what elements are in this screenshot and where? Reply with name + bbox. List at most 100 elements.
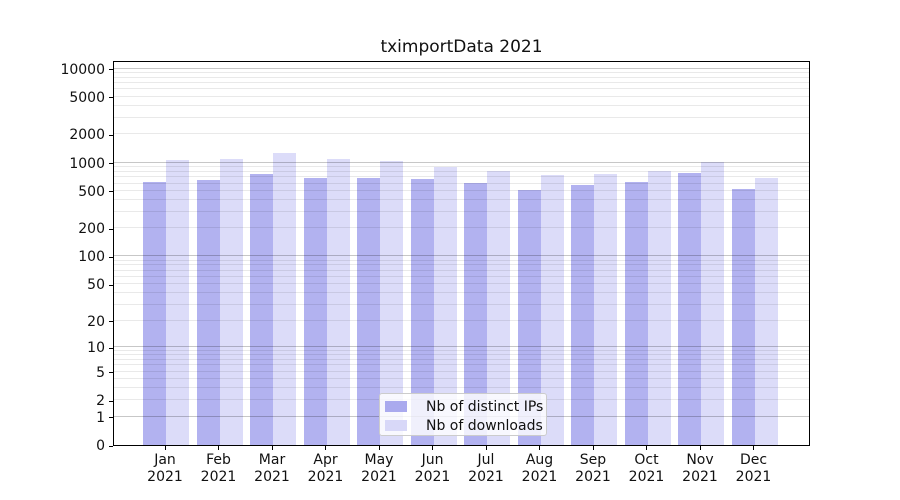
bar-distinct-ips-dec	[731, 188, 755, 445]
x-tick-label: Aug 2021	[500, 452, 580, 486]
y-tick-label: 100	[78, 249, 105, 266]
x-tick-month: Nov	[686, 452, 714, 468]
x-tick-label: Jan 2021	[125, 452, 205, 486]
x-tick-label: Feb 2021	[179, 452, 259, 486]
x-tick-year: 2021	[200, 469, 237, 485]
gridline-minor	[114, 199, 809, 201]
x-tick-label: May 2021	[339, 452, 419, 486]
gridline-minor	[114, 189, 809, 191]
gridline-minor	[114, 170, 809, 172]
bars-layer	[114, 62, 809, 445]
x-tick-year: 2021	[414, 469, 451, 485]
gridline-minor	[114, 264, 809, 266]
gridline-minor	[114, 303, 809, 305]
x-tick-month: Sep	[579, 452, 607, 468]
legend-item-distinct-ips: Nb of distinct IPs	[380, 397, 546, 416]
x-tick-mark	[218, 446, 219, 450]
x-tick-mark	[325, 446, 326, 450]
y-tick-label: 10000	[60, 61, 105, 78]
y-tick-mark	[109, 256, 113, 258]
gridline-major	[114, 67, 809, 69]
x-tick-mark	[164, 446, 166, 450]
x-tick-mark	[539, 446, 540, 450]
x-tick-label: Apr 2021	[286, 452, 366, 486]
bar-distinct-ips-apr	[303, 177, 327, 445]
gridline-minor	[114, 116, 809, 118]
gridline-minor	[114, 82, 809, 84]
x-tick-label: Jun 2021	[393, 452, 473, 486]
bar-distinct-ips-feb	[196, 179, 220, 445]
x-tick-mark	[592, 446, 594, 450]
x-tick-month: Jul	[477, 452, 495, 468]
y-tick-label: 50	[87, 277, 105, 294]
gridline-minor	[114, 283, 809, 285]
y-tick-mark	[109, 134, 113, 136]
x-tick-year: 2021	[521, 469, 558, 485]
legend-label-distinct-ips: Nb of distinct IPs	[426, 398, 544, 415]
y-tick-mark	[109, 163, 113, 165]
gridline-minor	[114, 182, 809, 184]
gridline-minor	[114, 354, 809, 356]
y-tick-label: 5000	[69, 89, 105, 106]
x-tick-month: Apr	[313, 452, 338, 468]
x-tick-year: 2021	[147, 469, 183, 485]
x-tick-mark	[378, 446, 380, 450]
legend: Nb of distinct IPs Nb of downloads	[379, 393, 547, 436]
x-tick-label: Jul 2021	[446, 452, 526, 486]
x-tick-year: 2021	[254, 469, 290, 485]
y-tick-label: 20	[87, 313, 105, 330]
bar-distinct-ips-sep	[571, 184, 594, 445]
y-tick-mark	[109, 445, 113, 447]
gridline-minor	[114, 71, 809, 73]
gridline-minor	[114, 364, 809, 366]
legend-swatch-distinct-ips	[385, 401, 407, 412]
gridline-minor	[114, 165, 809, 167]
x-tick-mark	[699, 446, 701, 450]
y-tick-mark	[109, 417, 113, 419]
x-tick-label: Nov 2021	[660, 452, 740, 486]
gridline-minor	[114, 88, 809, 90]
x-tick-month: Aug	[525, 452, 554, 468]
gridline-minor	[114, 95, 809, 97]
y-tick-mark	[109, 372, 113, 374]
legend-label-downloads: Nb of downloads	[426, 417, 543, 434]
y-tick-label: 2000	[69, 127, 105, 144]
bar-downloads-jan	[166, 159, 189, 445]
bar-downloads-apr	[326, 158, 350, 445]
gridline-minor	[114, 269, 809, 271]
gridline-minor	[114, 319, 809, 321]
x-tick-month: Oct	[634, 452, 659, 468]
bar-distinct-ips-jan	[143, 182, 166, 445]
gridline-minor	[114, 176, 809, 178]
x-tick-month: Dec	[739, 452, 768, 468]
x-tick-year: 2021	[361, 469, 397, 485]
x-tick-mark	[646, 446, 647, 450]
gridline-minor	[114, 359, 809, 361]
plot-area	[113, 61, 810, 446]
y-tick-mark	[109, 284, 113, 286]
x-tick-month: Feb	[206, 452, 231, 468]
gridline-minor	[114, 227, 809, 229]
bar-downloads-dec	[754, 177, 778, 445]
y-tick-mark	[109, 228, 113, 230]
x-tick-year: 2021	[735, 469, 772, 485]
y-tick-label: 1000	[69, 155, 105, 172]
y-tick-mark	[109, 400, 113, 402]
x-tick-mark	[432, 446, 433, 450]
legend-item-downloads: Nb of downloads	[380, 416, 546, 435]
y-tick-mark	[109, 69, 113, 71]
x-tick-month: Mar	[258, 452, 286, 468]
gridline-major	[114, 161, 809, 163]
gridline-minor	[114, 259, 809, 261]
legend-swatch-downloads	[385, 420, 407, 431]
x-tick-year: 2021	[468, 469, 504, 485]
y-tick-mark	[109, 191, 113, 193]
bar-distinct-ips-oct	[624, 182, 648, 445]
bar-downloads-feb	[219, 159, 243, 445]
gridline-major	[114, 255, 809, 257]
y-tick-mark	[109, 97, 113, 99]
y-tick-label: 10	[87, 340, 105, 356]
y-tick-label: 2	[96, 393, 105, 410]
x-tick-year: 2021	[307, 469, 344, 485]
y-tick-label: 0	[96, 438, 105, 454]
